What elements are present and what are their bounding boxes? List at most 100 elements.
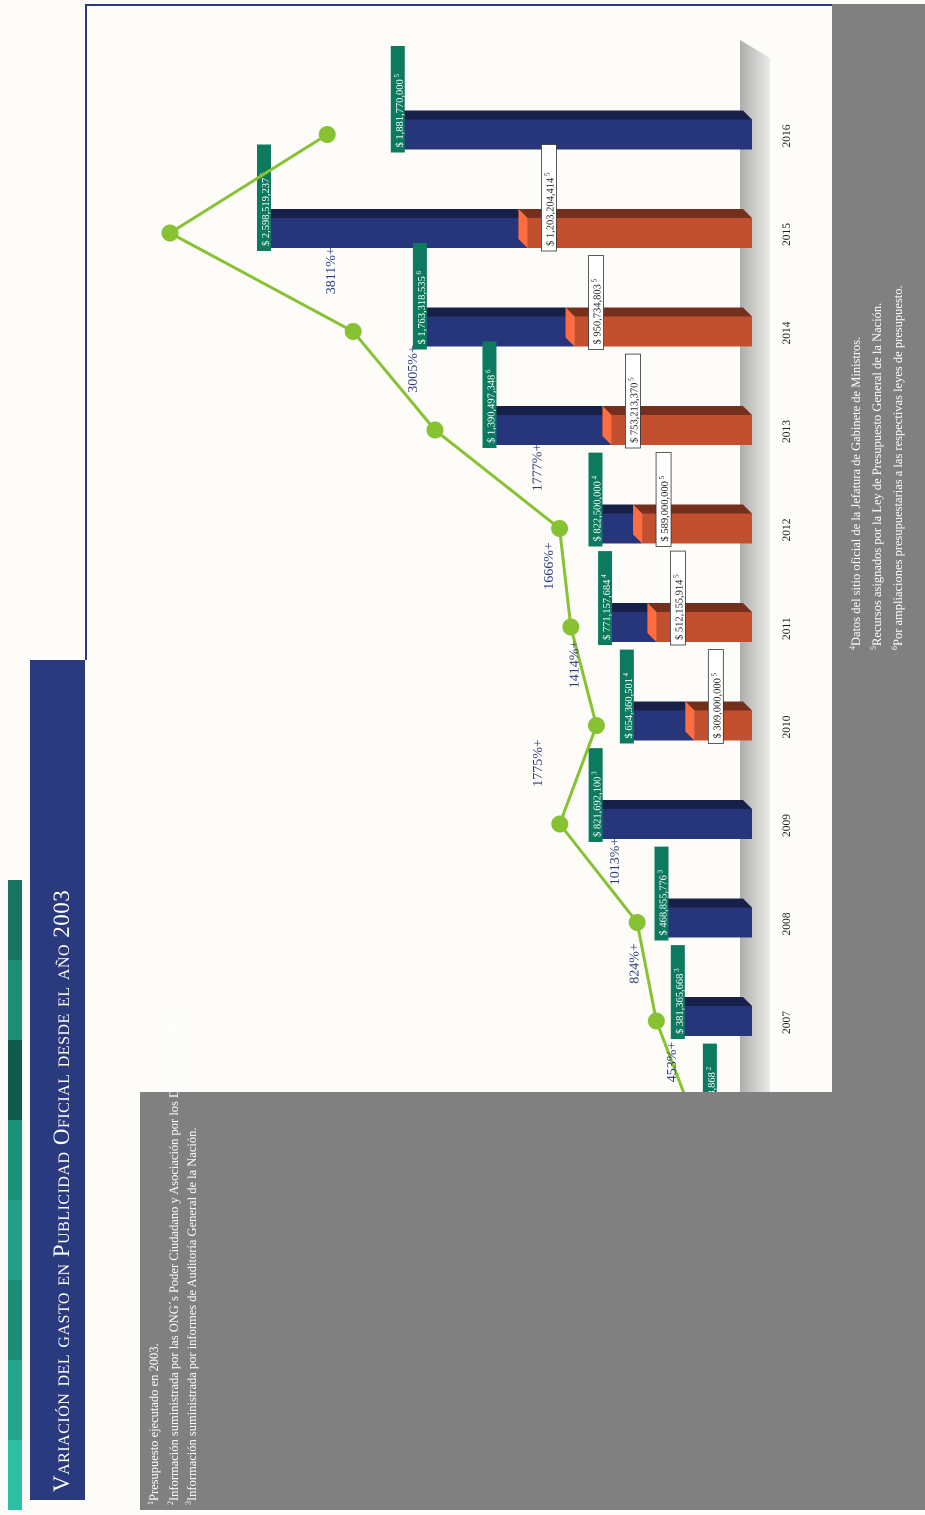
bar-blue-2012-top — [589, 504, 643, 514]
value-label-bg-blue-2007 — [670, 945, 685, 1039]
bar-blue-2015 — [258, 209, 528, 248]
year-label-2008: 2008 — [781, 912, 793, 935]
accent-stripe — [8, 1200, 22, 1280]
value-label-bg-orange-2010 — [707, 649, 724, 744]
title-band — [30, 660, 85, 1500]
bar-orange-2013 — [602, 406, 752, 445]
bar-blue-2014-front — [422, 316, 575, 347]
value-label-blue-2009: $ 821,692,100 3 — [591, 771, 604, 837]
growth-label-2008: 1013%+ — [608, 838, 623, 886]
value-label-orange-2015: $ 1,203,204,414 5 — [543, 172, 556, 246]
value-label-orange-2011: $ 512,155,914 5 — [672, 574, 685, 640]
year-label-2007: 2007 — [781, 1011, 793, 1034]
bar-blue-2016 — [391, 110, 752, 150]
growth-label-2013: 3005%+ — [406, 345, 421, 393]
bar-blue-2009-top — [589, 800, 752, 809]
year-label-2016: 2016 — [781, 124, 793, 147]
growth-label-2011: 1666%+ — [542, 542, 557, 590]
value-label-blue-2013: $ 1,390,497,348 6 — [484, 369, 497, 443]
footnote-3: 3Información suministrada por informes d… — [184, 1127, 200, 1506]
year-label-2012: 2012 — [781, 518, 793, 541]
value-label-orange-2012: $ 589,000,000 5 — [658, 475, 671, 541]
footnote-2: 2Información suministrada por las ONG´s … — [166, 1009, 182, 1505]
bar-orange-2013-side — [602, 406, 612, 445]
bar-blue-2011-top — [599, 603, 657, 612]
growth-label-2010: 1414%+ — [567, 641, 582, 689]
value-label-bg-orange-2014 — [588, 255, 604, 350]
growth-label-2006: 453%+ — [665, 1042, 680, 1083]
frame-top-border — [85, 4, 832, 6]
bar-orange-2014 — [565, 307, 752, 347]
year-label-2013: 2013 — [781, 420, 793, 443]
value-label-bg-blue-2008 — [654, 846, 669, 941]
growth-dot-2007 — [647, 1012, 665, 1030]
value-label-orange-2010: $ 309,000,000 5 — [710, 672, 723, 738]
value-label-blue-2016: $ 1,881,770,000 5 — [393, 74, 406, 148]
page-title: Variación del gasto en Publicidad Oficia… — [49, 889, 74, 1492]
bar-blue-2016-front — [400, 119, 752, 150]
bar-orange-2011-side — [647, 603, 657, 642]
footnotes-panel-bottom — [140, 1092, 832, 1510]
year-label-2014: 2014 — [781, 321, 793, 344]
footnote-1: 1Presupuesto ejecutado en 2003. — [146, 1343, 162, 1505]
bar-blue-2014-top — [413, 307, 575, 317]
footnote-5: 5Recursos asignados por la Ley de Presup… — [869, 302, 885, 650]
bar-orange-2012-top — [633, 504, 752, 514]
bar-orange-2010-side — [685, 701, 695, 741]
growth-label-2012: 1777%+ — [531, 444, 546, 492]
bar-blue-2008-front — [664, 907, 752, 938]
bar-orange-2012-side — [633, 504, 643, 544]
growth-dot-2009 — [551, 815, 569, 833]
footnote-6: 6Por ampliaciones presupuestarias a las … — [890, 285, 906, 650]
growth-dot-2016 — [318, 126, 336, 143]
value-label-blue-2007: $ 381,365,668 3 — [673, 968, 686, 1034]
bar-orange-2015-side — [518, 209, 528, 248]
value-label-bg-orange-2015 — [541, 144, 557, 252]
growth-dot-2011 — [562, 618, 580, 636]
frame-left-border — [85, 4, 87, 660]
accent-stripe — [8, 960, 22, 1040]
bar-orange-2014-side — [565, 307, 575, 347]
bar-orange-2012 — [633, 504, 752, 544]
value-label-bg-blue-2011 — [598, 551, 613, 645]
bar-orange-2015-front — [527, 218, 752, 248]
bar-orange-2011-top — [647, 603, 752, 612]
growth-label-2014: 3811%+ — [324, 247, 339, 294]
value-label-blue-2014: $ 1,763,318,535 6 — [415, 271, 428, 345]
bar-blue-2008-top — [655, 898, 752, 908]
value-label-orange-2013: $ 753,213,370 5 — [627, 377, 640, 443]
bar-blue-2008 — [655, 898, 752, 938]
bar-orange-2014-top — [565, 307, 752, 317]
bar-orange-2015 — [518, 209, 752, 248]
bar-blue-2013 — [483, 406, 612, 445]
bar-blue-2014 — [413, 307, 575, 347]
bar-orange-2013-top — [602, 406, 752, 415]
accent-stripe — [8, 880, 22, 960]
growth-dot-2012 — [551, 520, 569, 537]
growth-dot-2008 — [628, 914, 646, 931]
value-label-bg-blue-2010 — [619, 649, 634, 744]
value-label-bg-blue-2014 — [412, 243, 427, 350]
year-label-2010: 2010 — [781, 715, 793, 738]
accent-stripe — [8, 1120, 22, 1200]
accent-stripe — [8, 1440, 22, 1510]
value-label-blue-2008: $ 468,855,776 3 — [656, 869, 669, 935]
bar-blue-2013-top — [483, 406, 612, 415]
bar-blue-2010-top — [620, 701, 695, 711]
growth-label-2007: 824%+ — [627, 943, 642, 984]
value-label-bg-blue-2012 — [588, 452, 603, 547]
bar-blue-2007 — [671, 997, 752, 1036]
bar-blue-2009-front — [598, 809, 752, 839]
value-label-bg-blue-2009 — [588, 748, 603, 842]
value-label-bg-orange-2013 — [625, 353, 641, 449]
footnote-4: 4Datos del sitio oficial de la Jefatura … — [848, 336, 864, 650]
year-label-2009: 2009 — [781, 814, 793, 837]
value-label-blue-2015: $ 2,598,519,237 6 — [259, 172, 272, 246]
accent-stripe — [8, 1040, 22, 1120]
bar-blue-2015-front — [267, 218, 528, 248]
accent-stripe — [8, 1360, 22, 1440]
value-label-blue-2011: $ 771,157,684 4 — [600, 574, 613, 640]
growth-dot-2010 — [587, 717, 605, 734]
bar-blue-2016-top — [391, 110, 752, 120]
